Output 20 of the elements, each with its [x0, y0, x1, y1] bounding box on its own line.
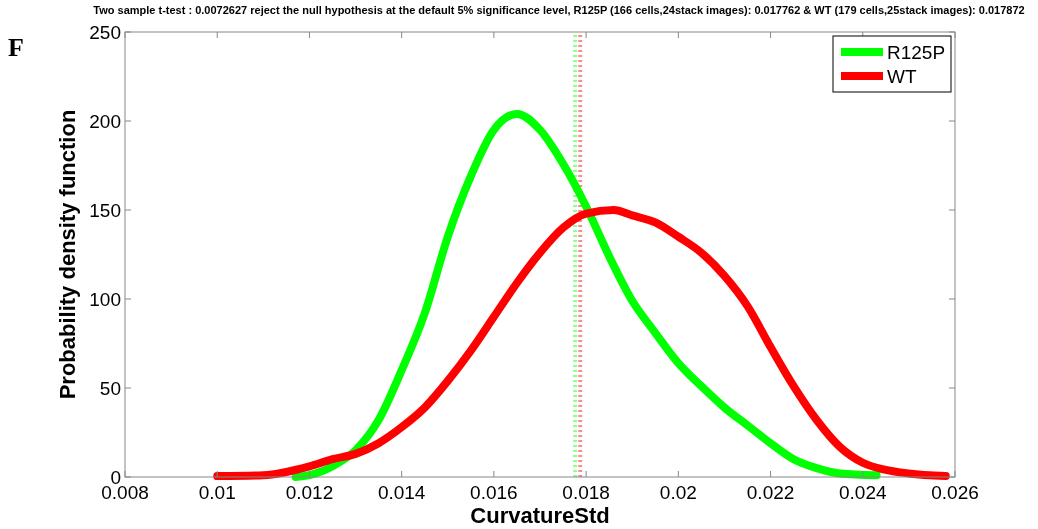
legend-label: R125P [887, 42, 946, 63]
x-tick-label: 0.012 [285, 482, 334, 503]
chart-title: Two sample t-test : 0.0072627 reject the null hypothesis at the default 5% significance level, R125P (166 cells,24stack images): 0.017762 & WT (179 cells,25stack images): 0.017872 [93, 4, 1025, 16]
x-tick-label: 0.016 [470, 482, 518, 503]
x-tick-label: 0.02 [659, 482, 697, 503]
x-tick-label: 0.018 [562, 482, 610, 503]
y-tick-label: 200 [89, 111, 121, 132]
x-tick-label: 0.024 [839, 482, 887, 503]
x-tick-label: 0.01 [198, 482, 236, 503]
x-axis-title: CurvatureStd [470, 503, 610, 528]
y-tick-label: 250 [89, 22, 121, 43]
y-tick-label: 50 [99, 378, 121, 399]
y-tick-label: 150 [89, 200, 121, 221]
text: F [8, 33, 24, 62]
x-tick-label: 0.022 [746, 482, 795, 503]
x-tick-label: 0.026 [931, 482, 979, 503]
legend-label: WT [887, 66, 917, 87]
x-tick-label: 0.014 [377, 482, 426, 503]
y-tick-label: 100 [89, 289, 121, 310]
y-axis-title: Probability density function [55, 109, 80, 400]
